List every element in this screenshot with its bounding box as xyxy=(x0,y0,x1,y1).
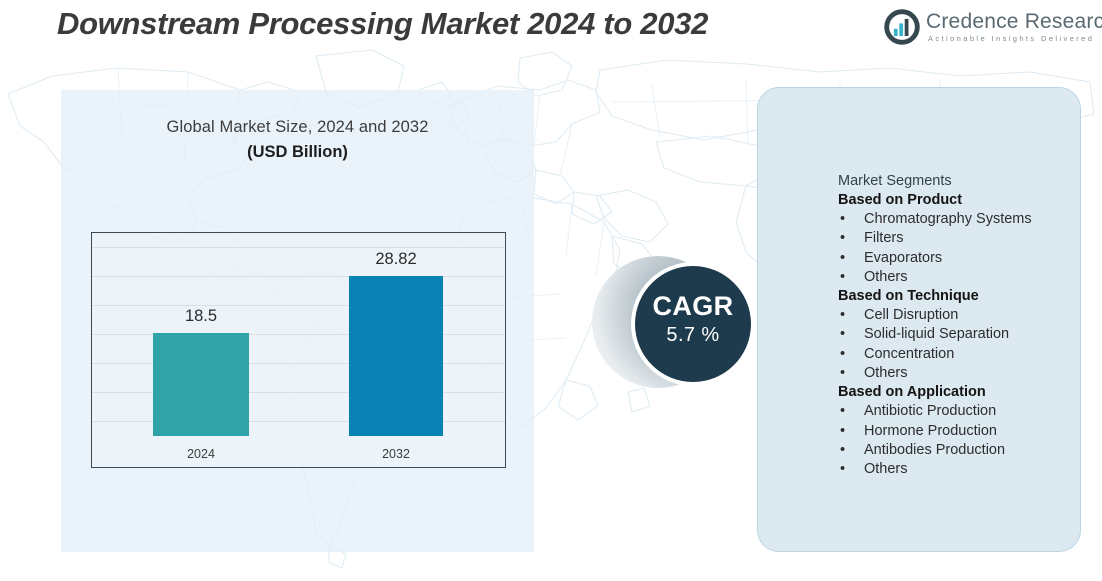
segment-item-label: Others xyxy=(864,268,908,285)
bullet-icon: • xyxy=(840,268,846,285)
segment-item-label: Solid-liquid Separation xyxy=(864,326,1010,343)
segments-title: Market Segments xyxy=(838,173,952,189)
bar-value-2032: 28.82 xyxy=(375,250,417,268)
cagr-label: CAGR xyxy=(652,291,734,321)
segment-item-label: Cell Disruption xyxy=(864,307,959,324)
bullet-icon: • xyxy=(840,403,846,420)
bar-chart-circle-icon xyxy=(884,9,920,45)
segment-group-heading-application: Based on Application xyxy=(838,384,986,401)
segment-item-label: Chromatography Systems xyxy=(864,211,1032,227)
bullet-icon: • xyxy=(840,441,846,458)
gridline xyxy=(92,363,505,364)
gridline xyxy=(92,334,505,335)
bullet-icon: • xyxy=(840,326,846,343)
bar-2024 xyxy=(153,333,249,436)
segment-group-heading-product: Based on Product xyxy=(838,192,963,208)
bar-2032 xyxy=(349,276,443,436)
segment-item-cell-disruption: • Cell Disruption xyxy=(838,306,1088,325)
bullet-icon: • xyxy=(840,461,846,478)
page-title: Downstream Processing Market 2024 to 203… xyxy=(57,6,709,41)
segment-item-technique-others: • Others xyxy=(838,364,1088,383)
cagr-badge: CAGR 5.7 % xyxy=(592,256,767,388)
segment-item-label: Hormone Production xyxy=(864,422,997,439)
segment-item-evaporators: • Evaporators xyxy=(838,249,1088,268)
segment-item-label: Evaporators xyxy=(864,249,943,266)
gridline xyxy=(92,247,505,248)
bullet-icon: • xyxy=(840,211,846,227)
gridline xyxy=(92,392,505,393)
segment-item-antibiotic-production: • Antibiotic Production xyxy=(838,402,1088,421)
bullet-icon: • xyxy=(840,249,846,266)
segment-item-label: Antibiotic Production xyxy=(864,403,997,420)
segment-item-solid-liquid-separation: • Solid-liquid Separation xyxy=(838,325,1088,344)
segment-item-antibodies-production: • Antibodies Production xyxy=(838,441,1088,460)
segment-item-label: Others xyxy=(864,461,908,478)
chart-heading-line1: Global Market Size, 2024 and 2032 xyxy=(166,118,429,136)
segment-item-label: Antibodies Production xyxy=(864,441,1006,458)
market-segments-list: Market Segments Based on Product • Chroma… xyxy=(838,172,1088,480)
segment-item-hormone-production: • Hormone Production xyxy=(838,422,1088,441)
x-axis-label-2024: 2024 xyxy=(187,447,215,461)
segments-panel xyxy=(757,87,1081,552)
segment-item-concentration: • Concentration xyxy=(838,345,1088,364)
cagr-circle: CAGR 5.7 % xyxy=(635,266,751,382)
bullet-icon: • xyxy=(840,345,846,362)
bullet-icon: • xyxy=(840,422,846,439)
bullet-icon: • xyxy=(840,307,846,324)
chart-heading: Global Market Size, 2024 and 2032 (USD B… xyxy=(61,118,534,162)
brand-tagline: Actionable Insights Delivered xyxy=(928,34,1095,43)
gridline xyxy=(92,421,505,422)
x-axis-label-2032: 2032 xyxy=(382,447,410,461)
segment-group-heading-technique: Based on Technique xyxy=(838,288,979,305)
segment-item-chromatography-systems: • Chromatography Systems xyxy=(838,210,1088,229)
bullet-icon: • xyxy=(840,230,846,247)
segment-item-application-others: • Others xyxy=(838,460,1088,479)
segment-item-label: Others xyxy=(864,365,908,382)
segment-item-label: Concentration xyxy=(864,345,955,362)
gridline xyxy=(92,305,505,306)
bar-chart: 18.5 28.82 2024 2032 xyxy=(91,232,506,468)
segment-item-label: Filters xyxy=(864,230,904,247)
brand-logo: Credence Research Actionable Insights De… xyxy=(884,7,1102,49)
segment-item-filters: • Filters xyxy=(838,229,1088,248)
bullet-icon: • xyxy=(840,365,846,382)
brand-name: Credence Research xyxy=(926,10,1102,33)
bar-value-2024: 18.5 xyxy=(184,307,218,325)
chart-heading-line2: (USD Billion) xyxy=(247,143,348,161)
cagr-value: 5.7 % xyxy=(666,324,720,346)
gridline xyxy=(92,276,505,277)
segment-item-product-others: • Others xyxy=(838,268,1088,287)
